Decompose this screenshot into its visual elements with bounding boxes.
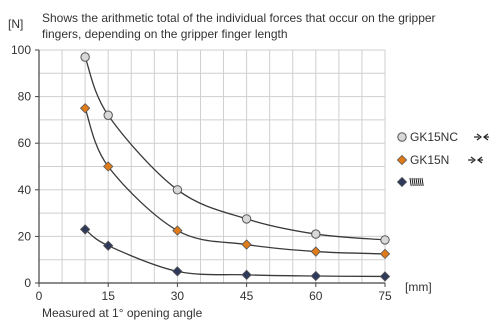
x-axis-label: [mm] [405, 280, 432, 294]
spring-coil [409, 177, 412, 187]
x-tick-label: 15 [102, 289, 116, 303]
x-tick-label: 45 [240, 289, 254, 303]
data-point [241, 239, 252, 250]
data-point [241, 214, 252, 224]
data-point [379, 248, 391, 260]
spring-icon [409, 177, 424, 187]
data-point [80, 52, 90, 62]
spring-coil [415, 177, 418, 187]
data-point [172, 185, 183, 195]
footnote: Measured at 1° opening angle [42, 306, 203, 320]
arrow-right-icon [476, 133, 482, 141]
data-point [379, 271, 391, 282]
y-tick-label: 100 [11, 43, 31, 57]
data-point [310, 246, 321, 257]
spring-coil [411, 177, 414, 187]
data-point [79, 224, 91, 235]
chart-title-line-1: Shows the arithmetic total of the indivi… [42, 11, 436, 25]
x-tick-labels: 0 15 30 45 60 75 [36, 289, 392, 303]
data-point [172, 266, 183, 277]
data-point [310, 270, 321, 282]
legend-label: GK15NC [410, 130, 458, 144]
x-tick-label: 75 [378, 289, 392, 303]
arrow-right-icon [470, 156, 476, 164]
y-tick-labels: 0 20 40 60 80 100 [11, 43, 31, 290]
legend: GK15NC GK15N [396, 130, 489, 188]
data-point [311, 229, 321, 239]
y-tick-label: 40 [18, 183, 32, 197]
data-point [241, 269, 252, 281]
legend-marker [396, 154, 408, 166]
legend-item-3 [396, 176, 424, 188]
series-layer [79, 52, 391, 282]
y-axis-label: [N] [8, 17, 23, 31]
series-3 [79, 224, 391, 282]
series-2 [79, 103, 391, 260]
series-1 [80, 52, 390, 245]
data-point [103, 110, 113, 120]
series-line [84, 108, 386, 255]
data-point [380, 235, 390, 245]
data-point [79, 103, 91, 114]
legend-item-2: GK15N [396, 153, 483, 167]
axes [35, 49, 386, 287]
data-point [103, 161, 114, 172]
x-tick-label: 60 [309, 289, 323, 303]
y-tick-label: 80 [18, 90, 32, 104]
spring-coil [419, 177, 422, 187]
grid [39, 49, 386, 283]
spring-coil [417, 177, 420, 187]
legend-marker [396, 176, 408, 188]
series-line [84, 56, 386, 241]
chart-title-line-2: fingers, depending on the gripper finger… [42, 27, 288, 41]
y-tick-label: 0 [24, 276, 31, 290]
data-point [103, 240, 114, 251]
x-tick-label: 0 [36, 289, 43, 303]
legend-marker [397, 132, 407, 142]
legend-item-1: GK15NC [397, 130, 489, 144]
data-point [172, 225, 183, 236]
y-tick-label: 20 [18, 229, 32, 243]
y-tick-label: 60 [18, 136, 32, 150]
legend-label: GK15N [410, 153, 449, 167]
spring-coil [413, 177, 416, 187]
x-tick-label: 30 [171, 289, 185, 303]
spring-coil [421, 177, 424, 187]
